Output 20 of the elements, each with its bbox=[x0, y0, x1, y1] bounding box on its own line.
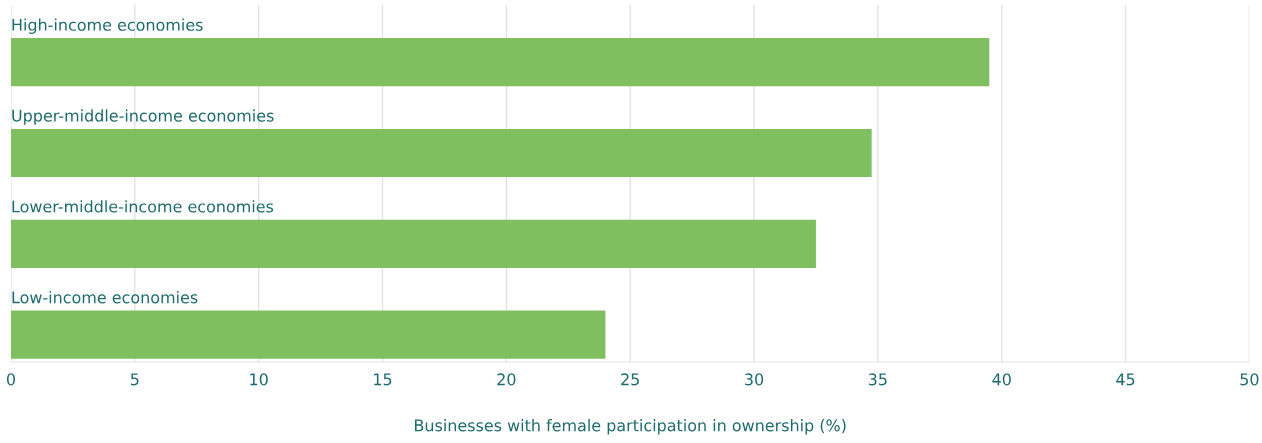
x-tick-label: 50 bbox=[1240, 373, 1259, 386]
x-tick-label: 20 bbox=[497, 373, 516, 386]
x-tick-label: 5 bbox=[130, 373, 139, 386]
bar bbox=[10, 219, 816, 268]
bar bbox=[10, 310, 606, 359]
x-tick-label: 35 bbox=[868, 373, 887, 386]
x-axis-title: Businesses with female participation in ownership (%) bbox=[415, 419, 846, 435]
x-tick-label: 30 bbox=[745, 373, 764, 386]
y-tick-label: Upper-middle-income economies bbox=[12, 109, 274, 125]
y-tick-label: High-income economies bbox=[12, 18, 203, 34]
x-tick-label: 25 bbox=[621, 373, 639, 386]
x-tick-label: 10 bbox=[250, 373, 268, 386]
y-tick-label: Low-income economies bbox=[12, 291, 198, 304]
x-tick-label: 0 bbox=[6, 373, 15, 386]
x-tick-label: 40 bbox=[992, 373, 1011, 386]
x-tick-label: 45 bbox=[1116, 373, 1135, 386]
bar bbox=[10, 128, 872, 178]
x-tick-label: 15 bbox=[374, 373, 392, 386]
bar bbox=[10, 38, 990, 87]
y-tick-label: Lower-middle-income economies bbox=[12, 200, 274, 213]
